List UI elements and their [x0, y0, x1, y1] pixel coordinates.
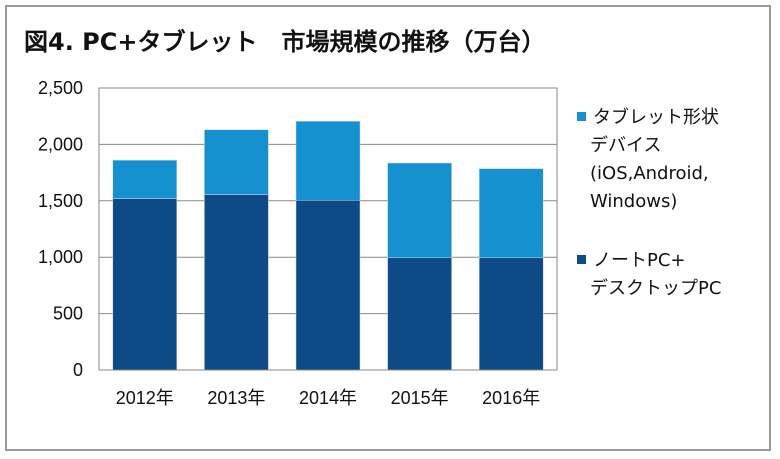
bar-segment-pc	[204, 194, 269, 371]
y-axis-ticks: 0 500 1,000 1,500 2,000 2,500	[38, 78, 83, 380]
bar-segment-tablet	[478, 168, 544, 259]
bar-segment-pc	[112, 198, 178, 371]
bar-segment-tablet	[295, 121, 361, 201]
x-tick-label: 2013年	[207, 388, 265, 408]
x-tick-label: 2014年	[299, 388, 357, 408]
y-tick-label: 0	[73, 360, 83, 380]
legend-label: ノートPC+デスクトップPC	[590, 250, 721, 299]
x-axis-ticks: 2012年 2013年 2014年 2015年 2016年	[116, 388, 540, 408]
y-tick-label: 2,500	[38, 78, 83, 98]
x-tick-label: 2012年	[116, 388, 174, 408]
plot-area-border	[98, 87, 558, 371]
y-tick-label: 1,500	[38, 191, 83, 211]
y-tick-label: 500	[53, 304, 83, 324]
y-tick-label: 2,000	[38, 134, 83, 154]
bar-segment-pc	[387, 257, 452, 371]
bar-segment-pc	[295, 199, 361, 371]
legend-label: タブレット形状デバイス(iOS,Android, Windows)	[590, 106, 719, 212]
x-tick-label: 2015年	[391, 388, 449, 408]
bar-segment-tablet	[204, 129, 269, 195]
chart-title: 図4. PC+タブレット 市場規模の推移（万台）	[24, 28, 546, 56]
legend-swatch	[577, 112, 586, 121]
bars	[112, 121, 544, 371]
x-tick-label: 2016年	[482, 388, 540, 408]
bar-segment-pc	[478, 257, 544, 371]
bar-segment-tablet	[112, 159, 178, 199]
y-tick-label: 1,000	[38, 247, 83, 267]
bar-segment-tablet	[387, 162, 452, 259]
legend-swatch	[577, 255, 586, 264]
legend: タブレット形状デバイス(iOS,Android, Windows) ノートPC+デス…	[577, 106, 721, 299]
